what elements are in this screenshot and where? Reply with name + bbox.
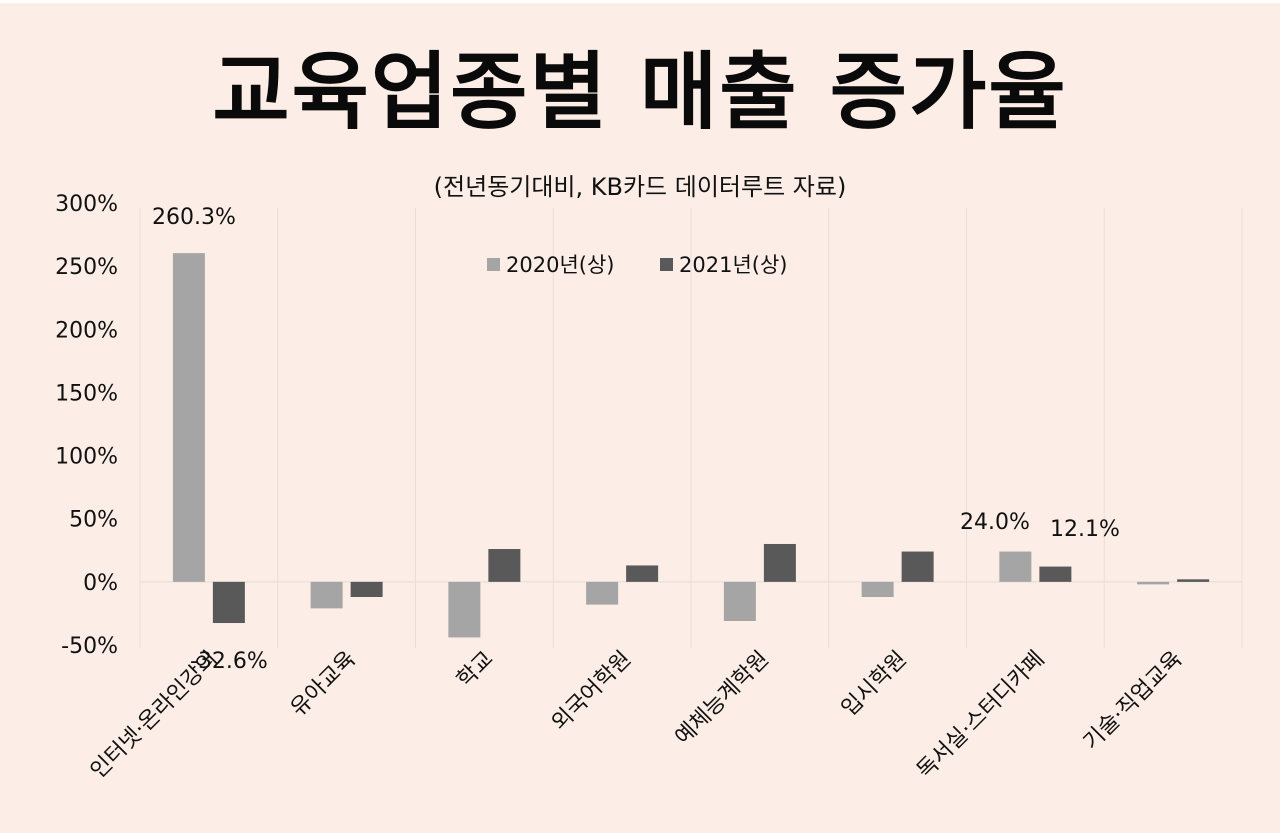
y-tick-label: 0% xyxy=(83,571,118,596)
category-label: 유아교육 xyxy=(286,647,361,722)
chart-subtitle: (전년동기대비, KB카드 데이터루트 자료) xyxy=(433,173,847,201)
category-label: 기술·직업교육 xyxy=(1079,647,1187,755)
bar-2021 xyxy=(901,551,934,582)
legend: 2020년(상) 2021년(상) xyxy=(487,253,787,277)
bar-2020 xyxy=(172,253,205,582)
bar-2021 xyxy=(350,581,383,598)
data-label: 24.0% xyxy=(960,510,1030,535)
legend-label: 2020년(상) xyxy=(506,253,614,277)
bar-2021 xyxy=(1039,566,1072,582)
category-label: 인터넷·온라인강의 xyxy=(86,647,223,784)
bar-2020 xyxy=(310,581,343,609)
bar-2020 xyxy=(1137,581,1170,585)
category-label: 입시학원 xyxy=(837,647,912,722)
bar-2021 xyxy=(1177,579,1210,582)
bar-2020 xyxy=(723,581,756,622)
bar-2021 xyxy=(488,549,521,582)
bars xyxy=(172,253,1210,638)
legend-swatch-2021 xyxy=(660,258,673,271)
data-label: -32.6% xyxy=(190,649,268,674)
bar-2020 xyxy=(861,581,894,598)
y-tick-label: 200% xyxy=(55,318,118,343)
y-tick-label: 50% xyxy=(69,508,118,533)
top-border-strip xyxy=(0,0,1280,3)
category-label: 독서실·스터디카페 xyxy=(912,647,1049,784)
category-label: 학교 xyxy=(452,647,498,693)
y-tick-label: 100% xyxy=(55,445,118,470)
y-axis: -50% 0% 50% 100% 150% 200% 250% 300% xyxy=(55,192,118,659)
y-tick-label: 150% xyxy=(55,381,118,406)
bar-2020 xyxy=(448,581,481,638)
category-label: 외국어학원 xyxy=(547,647,636,736)
category-label: 예체능계학원 xyxy=(671,647,775,751)
y-tick-label: 250% xyxy=(55,255,118,280)
bar-2021 xyxy=(763,543,796,582)
bar-2021 xyxy=(626,565,659,582)
legend-swatch-2020 xyxy=(487,258,500,271)
y-tick-label: -50% xyxy=(61,634,118,659)
data-label: 260.3% xyxy=(152,205,236,230)
legend-label: 2021년(상) xyxy=(679,253,787,277)
data-labels: 260.3% -32.6% 24.0% 12.1% xyxy=(152,205,1120,674)
bar-2020 xyxy=(586,581,619,605)
y-tick-label: 300% xyxy=(55,192,118,217)
bar-2021 xyxy=(212,581,245,624)
chart-title: 교육업종별 매출 증가율 xyxy=(212,43,1068,141)
data-label: 12.1% xyxy=(1050,517,1120,542)
bar-2020 xyxy=(999,551,1032,582)
